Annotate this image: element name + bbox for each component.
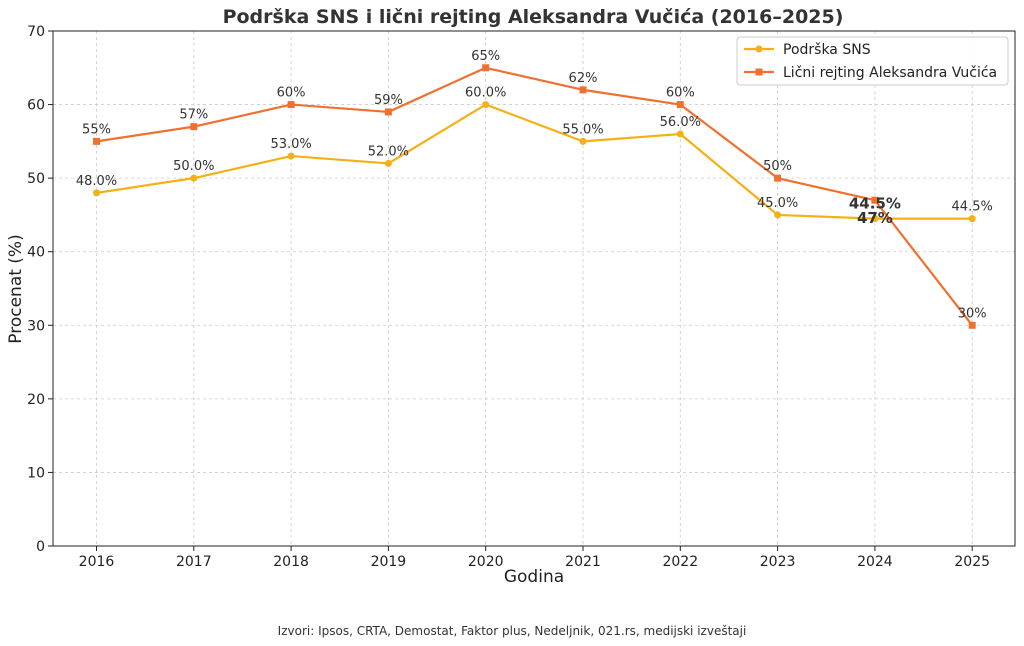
y-tick-label: 40	[27, 245, 45, 261]
data-label-1: 60%	[277, 86, 306, 101]
data-label-0: 50.0%	[173, 159, 214, 174]
point-0	[384, 159, 392, 167]
y-tick-label: 0	[36, 539, 45, 555]
data-label-0: 48.0%	[76, 174, 117, 189]
point-0	[968, 215, 976, 223]
point-1	[190, 123, 198, 131]
x-tick-label: 2021	[565, 554, 601, 570]
point-1	[579, 86, 587, 94]
point-0	[93, 189, 100, 197]
y-tick-label: 60	[27, 98, 45, 114]
data-label-0: 53.0%	[270, 137, 311, 152]
series-line-0	[96, 103, 973, 220]
legend-label-podrska: Podrška SNS	[783, 42, 871, 58]
data-label-0: 44.5%	[849, 195, 901, 213]
source-note: Izvori: Ipsos, CRTA, Demostat, Faktor pl…	[278, 624, 747, 638]
data-label-1: 55%	[82, 122, 111, 137]
point-1	[871, 196, 879, 204]
x-axis: 2016 2017 2018 2019 2020 2021 2022 2023 2024 2025	[79, 546, 990, 570]
x-axis-title: Godina	[504, 567, 564, 587]
data-label-1: 47%	[857, 209, 893, 227]
point-0	[482, 101, 490, 109]
point-1	[482, 64, 490, 72]
data-label-1: 30%	[958, 306, 987, 321]
point-1	[968, 321, 976, 329]
data-label-1: 50%	[763, 159, 792, 174]
data-label-0: 44.5%	[952, 200, 993, 215]
point-1	[93, 137, 100, 145]
point-1	[676, 101, 684, 109]
x-tick-label: 2020	[468, 554, 504, 570]
x-tick-label: 2019	[371, 554, 407, 570]
data-label-1: 60%	[666, 86, 695, 101]
y-tick-label: 10	[27, 465, 45, 481]
x-tick-label: 2025	[954, 554, 990, 570]
data-label-1: 62%	[569, 71, 598, 86]
legend-label-rejting: Lični rejting Aleksandra Vučića	[783, 65, 997, 81]
data-labels: 48.0% 50.0% 53.0% 52.0% 60.0% 55.0% 56.0% 45.0%…	[76, 49, 993, 321]
point-0	[871, 215, 879, 223]
data-label-0: 45.0%	[757, 196, 798, 211]
data-label-1: 59%	[374, 93, 403, 108]
y-axis-title: Procenat (%)	[6, 234, 26, 343]
data-label-1: 65%	[471, 49, 500, 64]
point-1	[384, 108, 392, 116]
x-tick-label: 2016	[79, 554, 115, 570]
y-tick-label: 20	[27, 392, 45, 408]
y-tick-label: 50	[27, 171, 45, 187]
y-tick-label: 70	[27, 24, 45, 40]
x-tick-label: 2017	[176, 554, 212, 570]
legend-marker-podrska	[755, 45, 763, 53]
chart-title: Podrška SNS i lični rejting Aleksandra V…	[223, 6, 844, 28]
data-label-0: 60.0%	[465, 86, 506, 101]
x-tick-label: 2024	[857, 554, 893, 570]
legend-marker-rejting	[755, 68, 763, 76]
data-label-0: 55.0%	[562, 122, 603, 137]
point-0	[287, 152, 295, 160]
point-1	[774, 174, 782, 182]
data-label-1: 57%	[179, 108, 208, 123]
point-0	[676, 130, 684, 138]
y-axis: 0 10 20 30 40 50 60 70	[27, 24, 53, 555]
point-0	[190, 174, 198, 182]
legend: Podrška SNS Lični rejting Aleksandra Vuč…	[736, 36, 1009, 86]
data-label-0: 56.0%	[660, 115, 701, 130]
plot-frame	[52, 30, 1016, 547]
x-tick-label: 2023	[760, 554, 796, 570]
point-0	[579, 137, 587, 145]
data-label-0: 52.0%	[368, 144, 409, 159]
legend-box	[736, 36, 1009, 86]
series-group	[93, 64, 976, 329]
series-line-1	[96, 66, 974, 326]
x-tick-label: 2018	[273, 554, 309, 570]
point-0	[774, 211, 782, 219]
x-tick-label: 2022	[662, 554, 698, 570]
y-tick-label: 30	[27, 318, 45, 334]
point-1	[287, 101, 295, 109]
